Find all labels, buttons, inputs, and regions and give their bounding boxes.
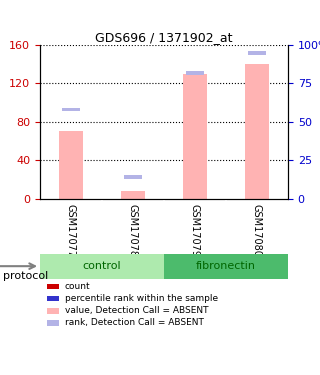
- Text: GSM17080: GSM17080: [252, 204, 262, 257]
- Bar: [124, 175, 142, 179]
- Text: GSM17079: GSM17079: [190, 204, 200, 257]
- Bar: [248, 51, 266, 55]
- Bar: [62, 108, 80, 111]
- Bar: [47, 308, 59, 314]
- Text: value, Detection Call = ABSENT: value, Detection Call = ABSENT: [65, 306, 208, 315]
- Bar: [121, 191, 145, 199]
- Bar: [47, 320, 59, 326]
- Text: rank, Detection Call = ABSENT: rank, Detection Call = ABSENT: [65, 318, 204, 327]
- Bar: [47, 296, 59, 302]
- Bar: [47, 284, 59, 290]
- Bar: [59, 131, 84, 199]
- Text: fibronectin: fibronectin: [196, 261, 256, 271]
- Text: GSM17078: GSM17078: [128, 204, 138, 257]
- Title: GDS696 / 1371902_at: GDS696 / 1371902_at: [95, 31, 233, 44]
- Text: GSM17077: GSM17077: [66, 204, 76, 257]
- Bar: [244, 64, 269, 199]
- FancyBboxPatch shape: [164, 254, 288, 279]
- Text: count: count: [65, 282, 91, 291]
- Text: control: control: [83, 261, 121, 271]
- Bar: [186, 71, 204, 75]
- Bar: [183, 74, 207, 199]
- Text: protocol: protocol: [3, 271, 48, 280]
- FancyBboxPatch shape: [40, 254, 164, 279]
- Text: percentile rank within the sample: percentile rank within the sample: [65, 294, 218, 303]
